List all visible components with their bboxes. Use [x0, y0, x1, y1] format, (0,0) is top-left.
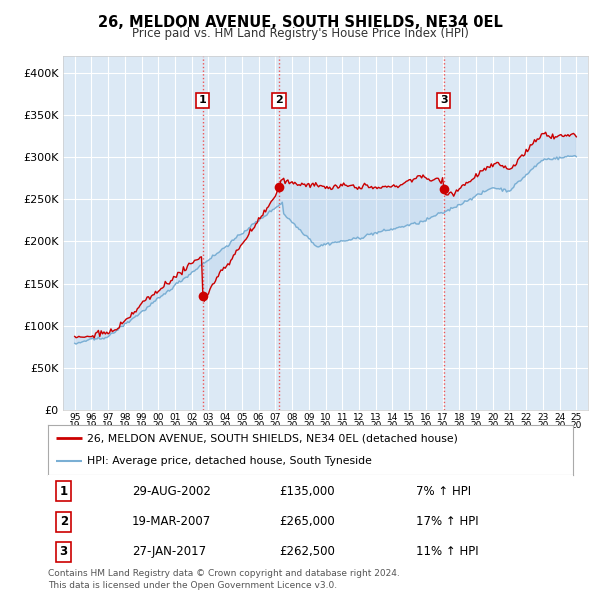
Text: Contains HM Land Registry data © Crown copyright and database right 2024.
This d: Contains HM Land Registry data © Crown c…: [48, 569, 400, 590]
Text: £262,500: £262,500: [279, 545, 335, 558]
Text: 1: 1: [59, 485, 68, 498]
Text: £135,000: £135,000: [279, 485, 335, 498]
Text: 27-JAN-2017: 27-JAN-2017: [132, 545, 206, 558]
Text: 1: 1: [199, 96, 206, 105]
Text: 2: 2: [275, 96, 283, 105]
Text: 7% ↑ HPI: 7% ↑ HPI: [415, 485, 470, 498]
Text: 26, MELDON AVENUE, SOUTH SHIELDS, NE34 0EL: 26, MELDON AVENUE, SOUTH SHIELDS, NE34 0…: [98, 15, 502, 30]
Text: Price paid vs. HM Land Registry's House Price Index (HPI): Price paid vs. HM Land Registry's House …: [131, 27, 469, 40]
Text: 3: 3: [59, 545, 68, 558]
Text: 26, MELDON AVENUE, SOUTH SHIELDS, NE34 0EL (detached house): 26, MELDON AVENUE, SOUTH SHIELDS, NE34 0…: [88, 433, 458, 443]
Text: 3: 3: [440, 96, 448, 105]
Text: HPI: Average price, detached house, South Tyneside: HPI: Average price, detached house, Sout…: [88, 457, 372, 467]
Text: 19-MAR-2007: 19-MAR-2007: [132, 515, 211, 528]
Text: £265,000: £265,000: [279, 515, 335, 528]
Text: 17% ↑ HPI: 17% ↑ HPI: [415, 515, 478, 528]
Text: 2: 2: [59, 515, 68, 528]
Text: 29-AUG-2002: 29-AUG-2002: [132, 485, 211, 498]
Text: 11% ↑ HPI: 11% ↑ HPI: [415, 545, 478, 558]
